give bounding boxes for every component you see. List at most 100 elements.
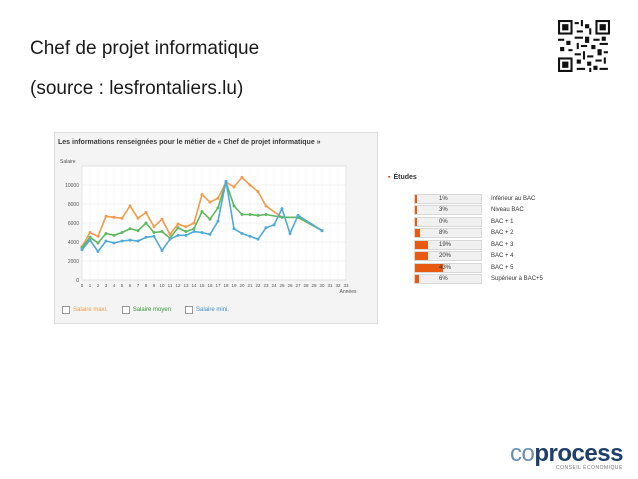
data-point [168, 232, 172, 236]
legend-label: Salaire mini. [196, 307, 230, 313]
x-tick-label: 26 [287, 283, 293, 288]
data-point [120, 231, 124, 234]
etudes-row: 3% Niveau BAC [414, 205, 524, 215]
etudes-category-label: Supérieur à BAC+5 [491, 276, 543, 282]
x-tick-label: 13 [183, 283, 189, 288]
data-point [280, 215, 284, 219]
x-tick-label: 5 [121, 283, 124, 288]
etudes-bar [415, 206, 417, 214]
etudes-value-label: 1% [439, 195, 448, 202]
data-point [88, 238, 92, 242]
etudes-value-label: 43% [439, 264, 452, 271]
x-tick-label: 9 [153, 283, 156, 288]
data-point [104, 239, 108, 243]
chart-legend: Salaire maxi. Salaire moyen Salaire mini… [62, 303, 368, 317]
checkbox-icon[interactable] [62, 306, 70, 314]
x-tick-label: 25 [279, 283, 285, 288]
data-point [232, 227, 236, 231]
data-point [240, 231, 244, 235]
data-point [152, 225, 156, 229]
x-tick-label: 11 [168, 283, 173, 288]
x-axis-label: Années [340, 289, 357, 295]
y-tick-label: 4000 [68, 240, 79, 246]
etudes-bar [415, 229, 421, 237]
data-point [88, 231, 92, 234]
data-point [144, 221, 148, 225]
data-point [176, 233, 180, 237]
data-point [232, 185, 236, 189]
data-point [192, 221, 196, 225]
data-point [136, 229, 140, 233]
etudes-category-label: BAC + 5 [491, 264, 514, 271]
x-tick-label: 10 [159, 283, 165, 288]
data-point [216, 206, 220, 210]
data-point [80, 248, 84, 252]
data-point [288, 231, 292, 235]
y-tick-label: 2000 [68, 259, 79, 265]
data-point [136, 239, 140, 243]
data-point [128, 204, 132, 208]
etudes-value-label: 20% [439, 253, 452, 259]
data-point [208, 200, 212, 204]
x-tick-label: 20 [239, 283, 245, 288]
etudes-value-label: 8% [439, 230, 448, 236]
x-tick-label: 28 [303, 283, 309, 288]
data-point [264, 212, 268, 216]
x-tick-label: 23 [263, 283, 269, 288]
chart-panel-title: Les informations renseignées pour le mét… [58, 139, 321, 146]
data-point [120, 239, 124, 243]
data-point [320, 229, 324, 233]
legend-item-avg[interactable]: Salaire moyen [121, 306, 172, 314]
data-point [296, 213, 300, 217]
etudes-value-label: 6% [439, 276, 448, 282]
etudes-category-label: Inférieur au BAC [491, 195, 536, 202]
legend-label: Salaire maxi. [73, 307, 108, 313]
etudes-bar-track: 8% [414, 228, 482, 238]
data-point [200, 231, 204, 234]
etudes-row: 0% BAC + 1 [414, 216, 514, 227]
data-point [224, 179, 228, 183]
data-point [176, 222, 180, 226]
data-point [112, 241, 116, 245]
data-point [128, 227, 132, 231]
x-tick-label: 17 [215, 283, 221, 288]
data-point [152, 234, 156, 238]
x-tick-label: 24 [271, 283, 277, 288]
x-tick-label: 19 [231, 283, 237, 288]
etudes-bar-track: 19% [414, 239, 482, 250]
etudes-value-label: 0% [439, 218, 448, 225]
etudes-row: 43% BAC + 5 [414, 262, 514, 273]
data-point [144, 235, 148, 239]
data-point [160, 217, 164, 221]
checkbox-icon[interactable] [185, 306, 194, 314]
etudes-bar-track: 43% [414, 262, 482, 273]
data-point [96, 250, 100, 253]
data-point [264, 204, 268, 208]
x-tick-label: 0 [81, 283, 84, 288]
data-point [144, 211, 148, 215]
x-tick-label: 29 [311, 283, 317, 288]
etudes-bar [415, 263, 444, 272]
data-point [216, 219, 220, 223]
x-tick-label: 3 [105, 283, 108, 288]
x-tick-label: 33 [343, 283, 349, 288]
data-point [152, 231, 156, 234]
etudes-bar-track: 6% [414, 274, 482, 284]
etudes-bar [415, 252, 429, 260]
legend-item-min[interactable]: Salaire mini. [185, 306, 229, 314]
data-point [176, 226, 180, 230]
legend-label: Salaire moyen [132, 307, 172, 313]
bullet-icon: ▪ [388, 174, 391, 181]
x-tick-label: 8 [145, 283, 148, 288]
legend-item-max[interactable]: Salaire maxi. [62, 306, 108, 314]
data-point [120, 216, 124, 220]
data-point [272, 223, 276, 227]
data-point [96, 234, 100, 238]
data-point [256, 213, 260, 217]
y-tick-label: 6000 [68, 221, 79, 227]
etudes-bar [415, 275, 419, 283]
etudes-bar-track: 0% [414, 216, 482, 227]
etudes-category-label: BAC + 1 [491, 218, 514, 225]
checkbox-icon[interactable] [121, 306, 130, 314]
data-point [128, 238, 132, 242]
